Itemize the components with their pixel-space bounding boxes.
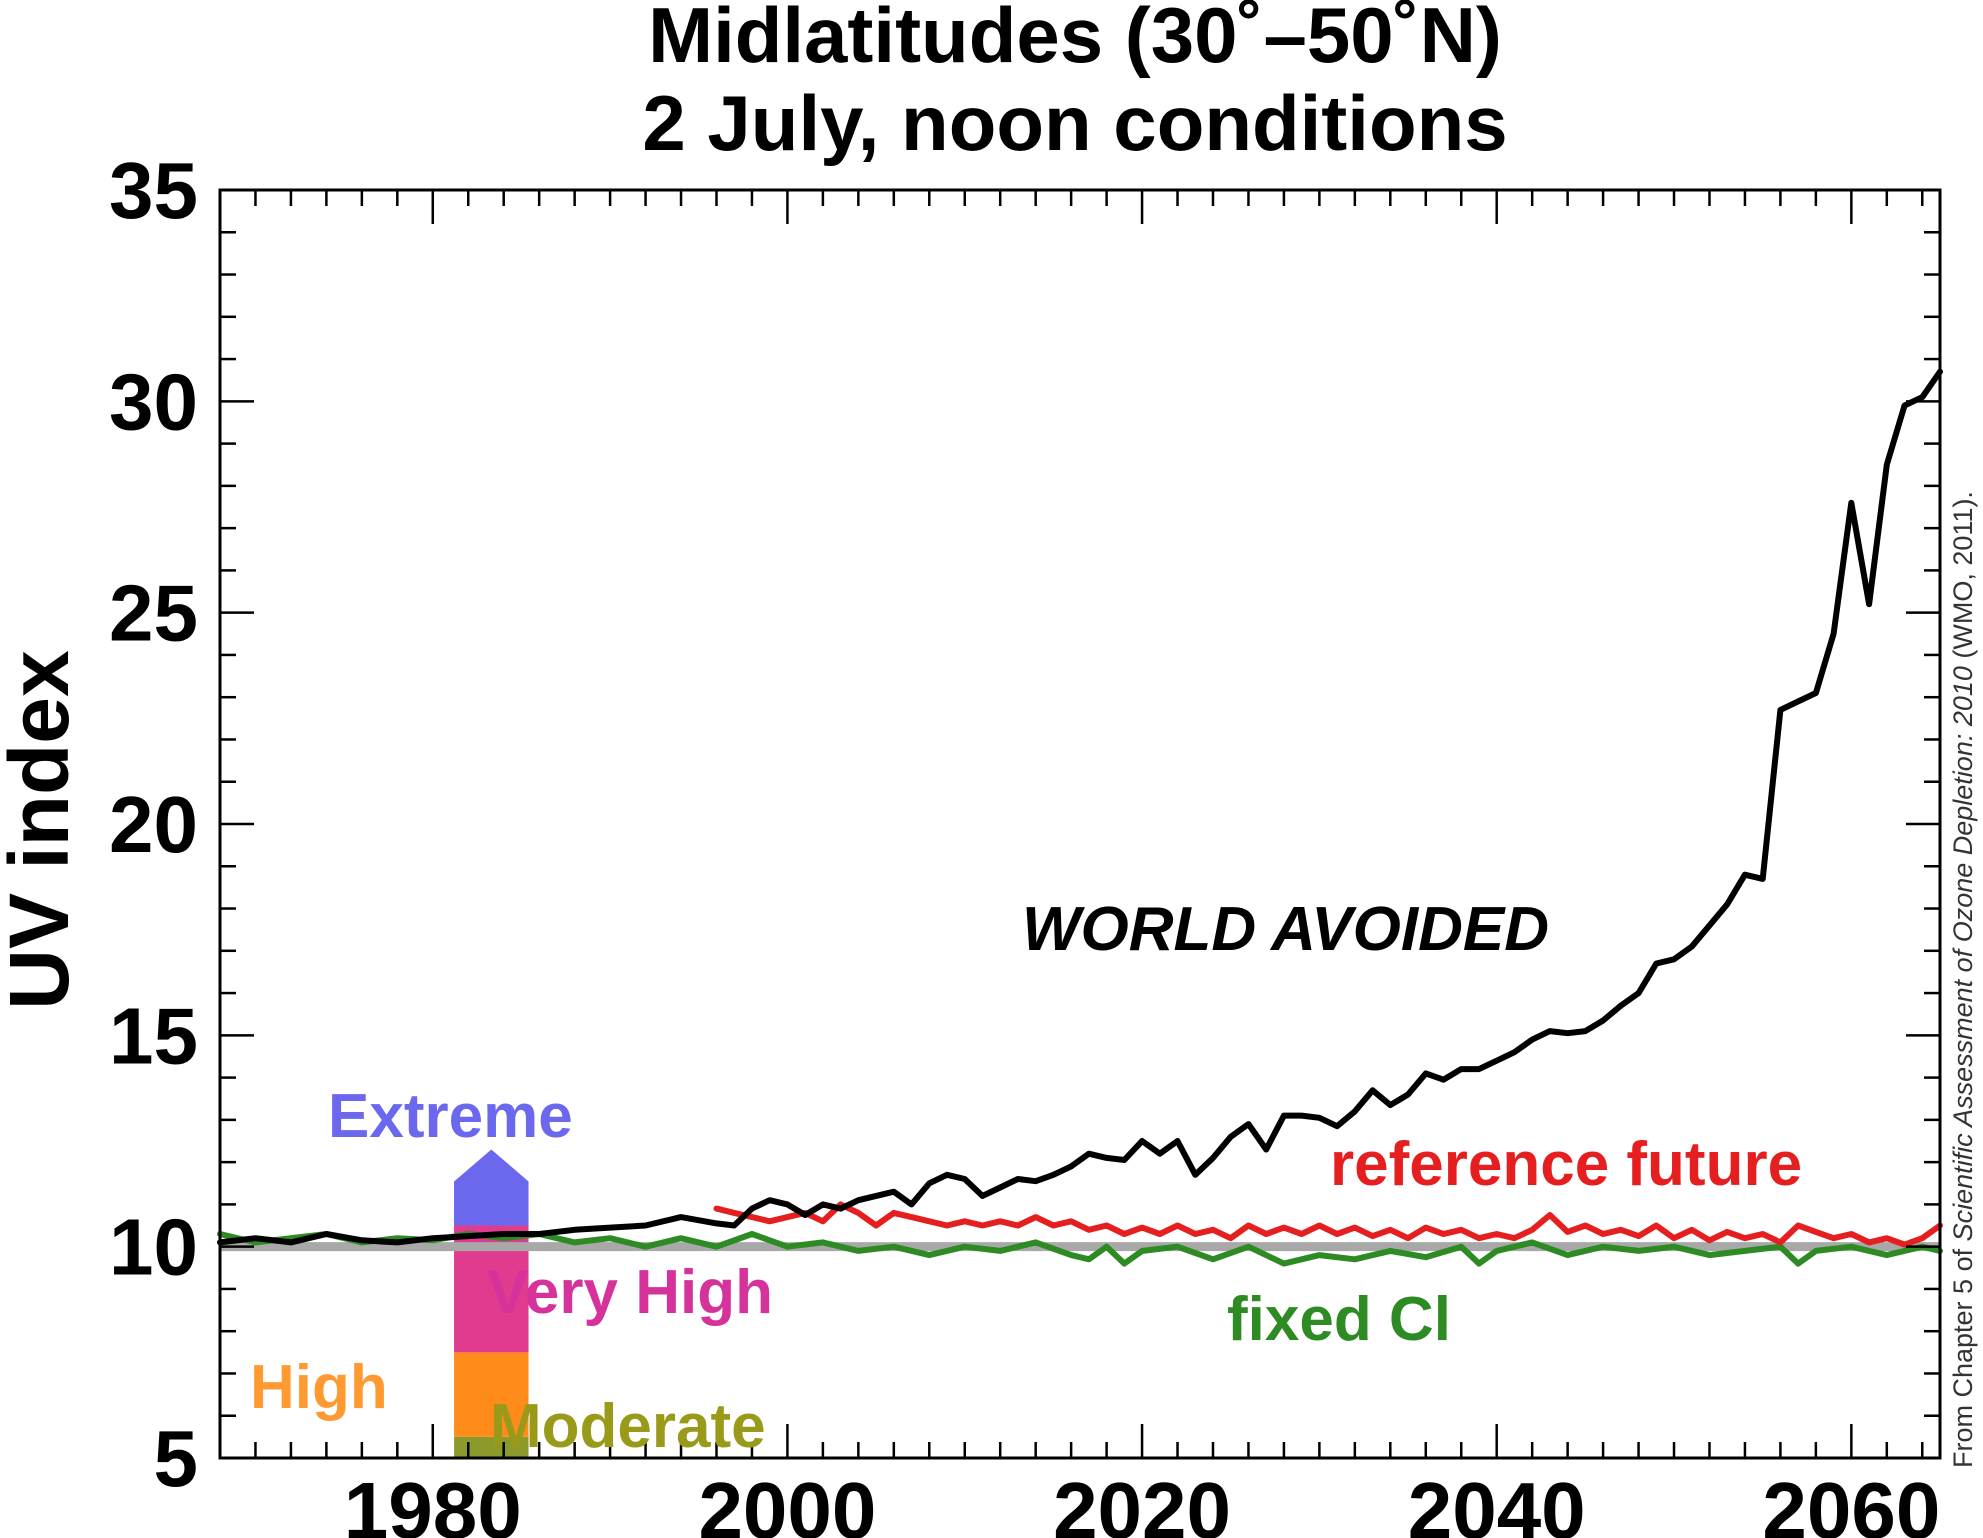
source-credit: From Chapter 5 of Scientific Assessment … xyxy=(1948,491,1978,1468)
y-tick-label: 10 xyxy=(109,1203,198,1292)
x-tick-label: 1980 xyxy=(344,1466,522,1538)
y-axis-label: UV index xyxy=(0,650,86,1010)
annotation-moderate: Moderate xyxy=(490,1392,766,1461)
uv-bar-segment-extreme xyxy=(454,1149,529,1226)
source-credit-suffix: (WMO, 2011). xyxy=(1948,491,1978,666)
y-tick-label: 35 xyxy=(109,146,198,235)
series-line-reference-future xyxy=(713,1201,1943,1248)
annotation-high: High xyxy=(250,1353,388,1422)
y-tick-label: 5 xyxy=(154,1414,199,1503)
plot-area: 5 10 15 20 25 30 35 1980 2000 2020 2040 2060 xyxy=(109,146,1943,1538)
annotation-very-high: Very High xyxy=(487,1258,773,1327)
y-tick-label: 30 xyxy=(109,357,198,446)
uv-bar-segment-moderate xyxy=(454,1436,529,1458)
y-tick-label: 15 xyxy=(109,991,198,1080)
annotation-reference-future: reference future xyxy=(1330,1130,1802,1199)
uv-bar-segment-high xyxy=(454,1352,529,1437)
y-tick-label: 25 xyxy=(109,569,198,658)
y-tick-label: 20 xyxy=(109,780,198,869)
x-tick-label: 2060 xyxy=(1762,1466,1940,1538)
source-credit-prefix: From Chapter 5 of xyxy=(1948,1241,1978,1468)
x-tick-label: 2020 xyxy=(1053,1466,1231,1538)
annotation-fixed-cl: fixed Cl xyxy=(1227,1285,1451,1354)
chart-title: Midlatitudes (30˚–50˚N) xyxy=(648,0,1502,79)
x-tick-label: 2000 xyxy=(698,1466,876,1538)
source-credit-title: Scientific Assessment of Ozone Depletion… xyxy=(1948,666,1978,1241)
x-tick-label: 2040 xyxy=(1408,1466,1586,1538)
annotation-extreme: Extreme xyxy=(328,1082,573,1151)
annotation-world-avoided: WORLD AVOIDED xyxy=(1022,895,1549,964)
series-line-world-avoided xyxy=(217,368,1943,1246)
chart-subtitle: 2 July, noon conditions xyxy=(642,79,1507,167)
